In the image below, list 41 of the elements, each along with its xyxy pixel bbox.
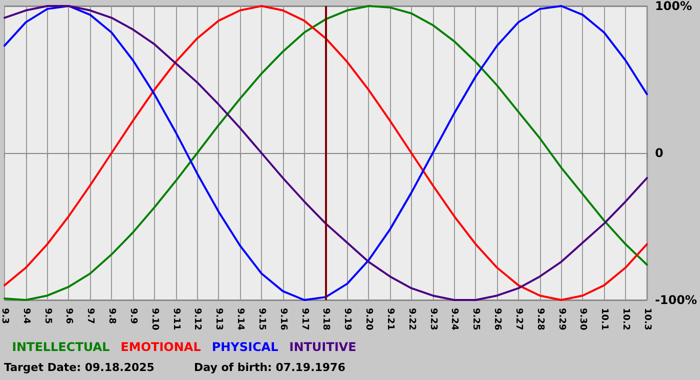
x-tick-label: 9.7: [85, 308, 96, 324]
x-tick-label: 9.29: [556, 308, 566, 330]
text: EMOTIONAL: [120, 340, 202, 354]
x-tick-label: 9.24: [449, 308, 460, 330]
text: Target Date: 09.18.2025: [4, 361, 154, 374]
x-tick-label: 9.27: [513, 308, 524, 330]
x-tick-label: 9.8: [106, 308, 117, 324]
y-tick-label: 100%: [654, 0, 692, 13]
x-tick-label: 10.3: [642, 308, 652, 330]
x-tick-label: 9.22: [406, 308, 416, 330]
x-tick-label: 9.5: [42, 308, 52, 324]
x-tick-label: 9.11: [170, 308, 181, 330]
x-tick-label: 9.10: [149, 308, 160, 330]
x-tick-label: 9.25: [470, 308, 481, 330]
x-tick-label: 9.19: [342, 308, 352, 330]
x-tick-label: 10.1: [599, 308, 610, 330]
x-tick-label: 9.9: [128, 308, 138, 324]
text: INTUITIVE: [289, 340, 356, 354]
line-series: [4, 5, 648, 301]
x-tick-label: 9.21: [384, 308, 395, 330]
text: Day of birth: 07.19.1976: [194, 361, 346, 374]
x-tick-label: 9.12: [192, 308, 202, 330]
text: PHYSICAL: [212, 340, 279, 354]
x-tick-label: 9.15: [256, 308, 266, 330]
x-tick-label: 9.23: [428, 308, 438, 330]
x-tick-label: 9.26: [492, 308, 502, 330]
x-tick-label: 9.6: [64, 308, 74, 324]
x-tick-label: 9.3: [0, 308, 10, 324]
x-tick-label: 9.30: [578, 308, 588, 330]
text: INTELLECTUAL: [12, 340, 110, 354]
x-tick-label: 9.18: [320, 308, 331, 330]
x-tick-label: 9.4: [20, 308, 31, 324]
x-tick-label: 9.28: [534, 308, 545, 330]
x-tick-label: 9.14: [235, 308, 246, 330]
y-tick-label: 0: [654, 146, 664, 160]
x-tick-label: 9.13: [214, 308, 224, 330]
x-tick-label: 10.2: [620, 308, 631, 330]
x-tick-label: 9.16: [278, 308, 288, 330]
x-tick-label: 9.20: [364, 308, 374, 330]
y-tick-label: -100%: [654, 293, 698, 307]
x-tick-label: 9.17: [299, 308, 310, 330]
